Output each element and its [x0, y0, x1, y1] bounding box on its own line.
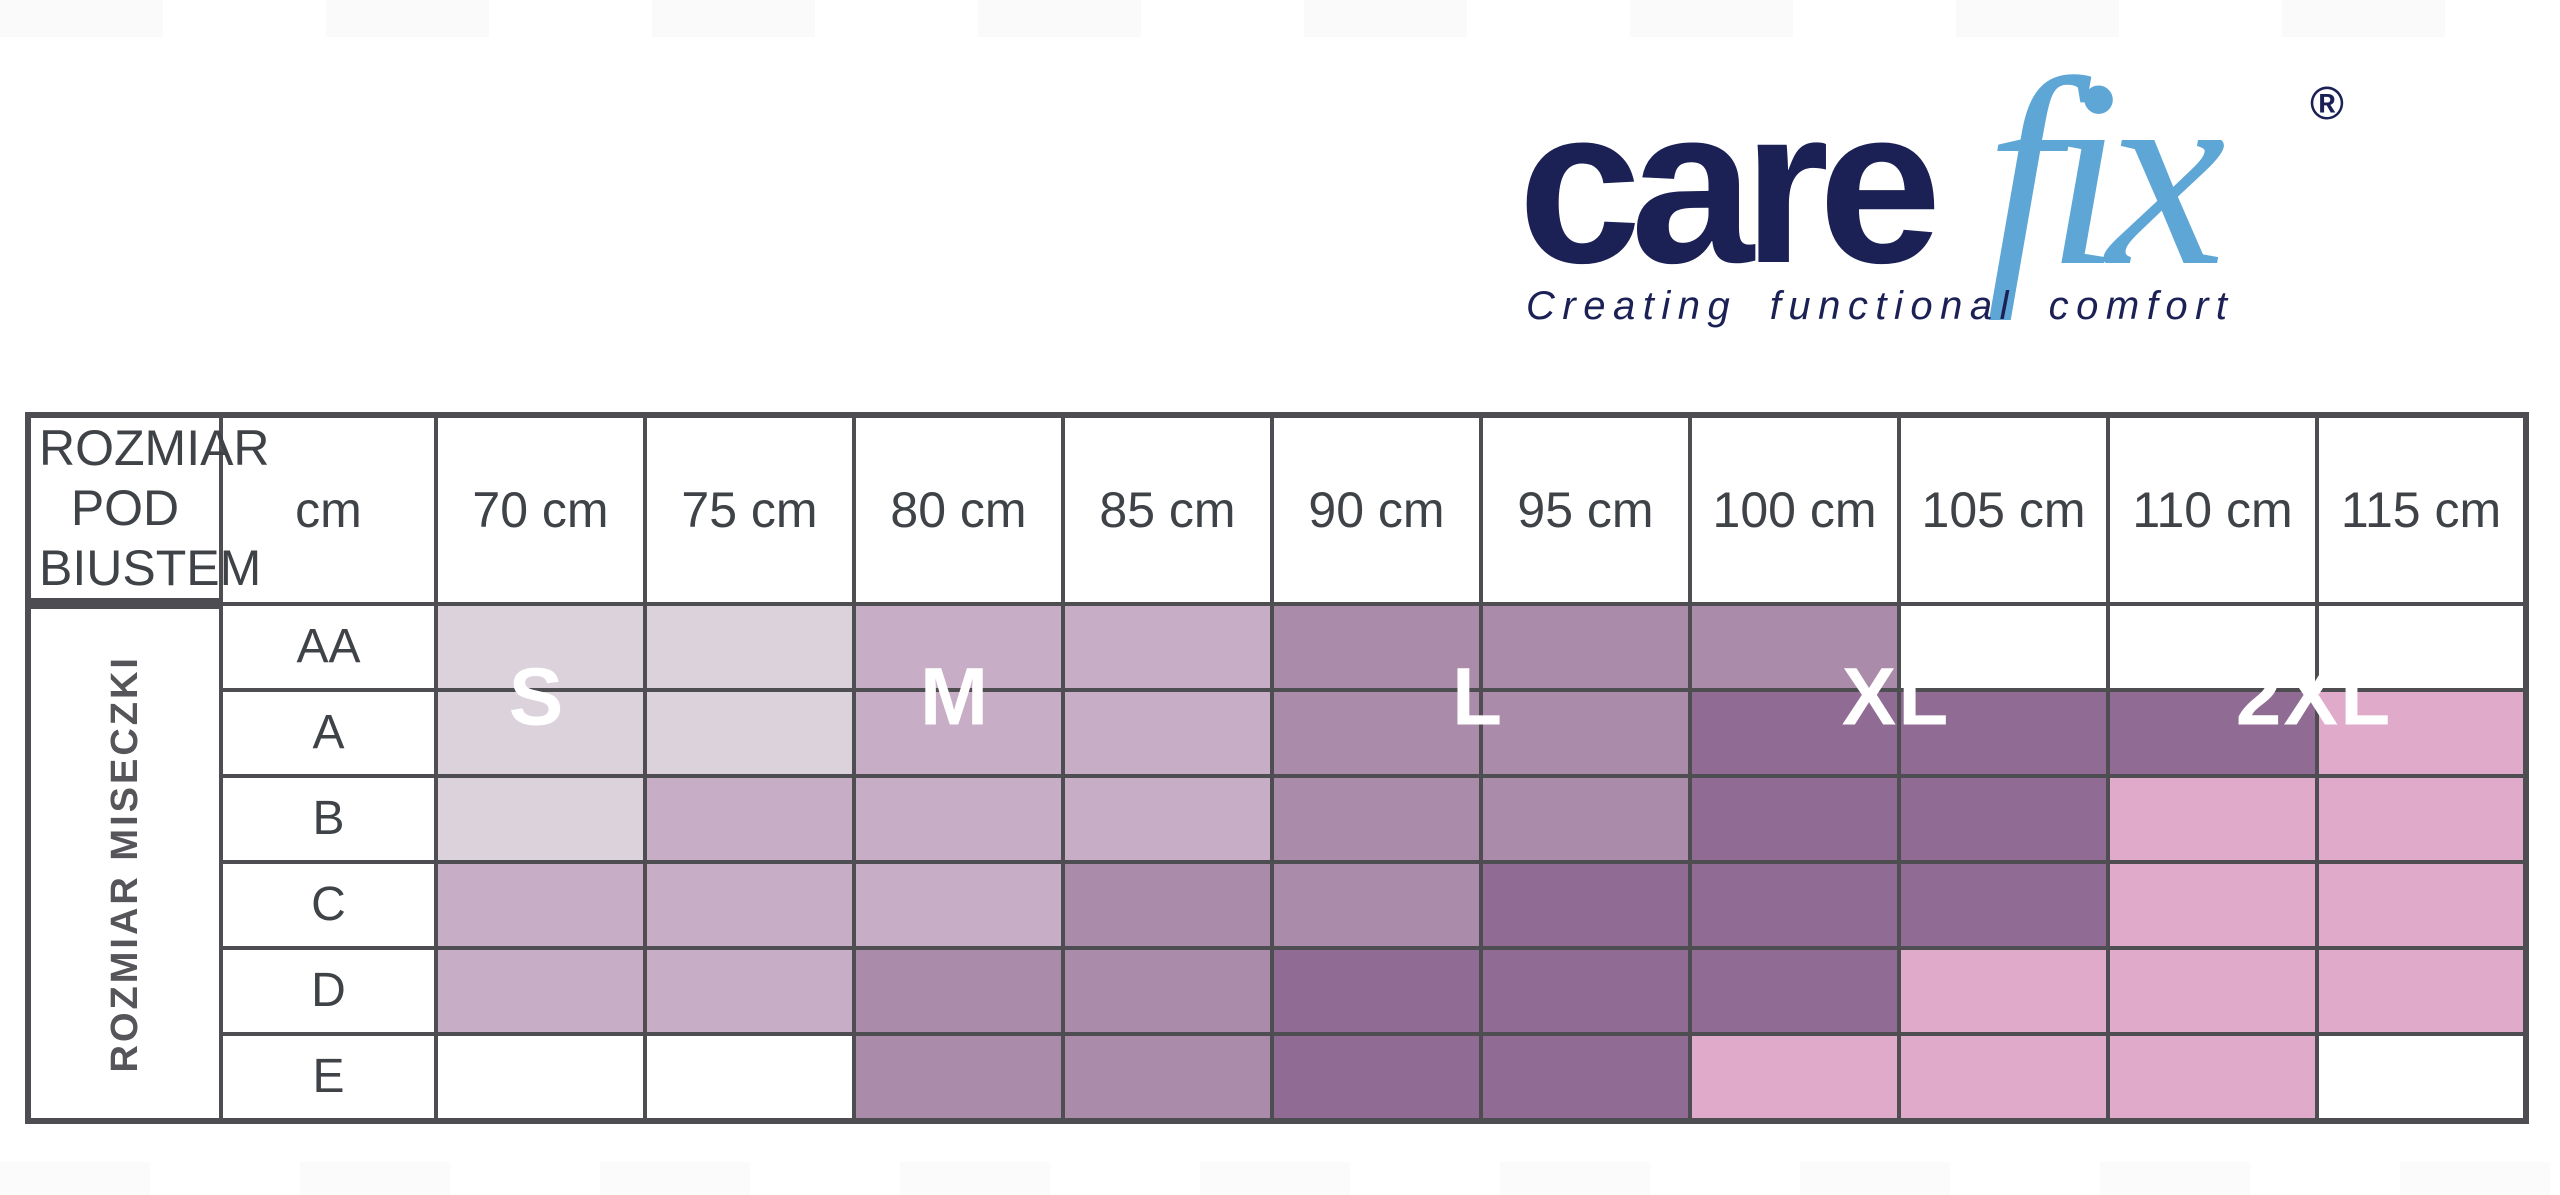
- cell-A-90cm: [1270, 687, 1483, 778]
- cell-A-100cm: [1688, 687, 1901, 778]
- column-header-75-cm: 75 cm: [643, 413, 856, 606]
- cell-D-110cm: [2106, 945, 2319, 1036]
- row-axis-cell: ROZMIAR MISECZKI: [26, 601, 223, 1123]
- cell-C-85cm: [1061, 859, 1274, 950]
- cell-D-90cm: [1270, 945, 1483, 1036]
- cell-E-85cm: [1061, 1031, 1274, 1123]
- cell-E-90cm: [1270, 1031, 1483, 1123]
- table-body: ROZMIAR MISECZKI AA A B C D E: [26, 601, 2528, 1123]
- row-C: C: [28, 859, 2528, 950]
- cup-label-C: C: [219, 859, 438, 950]
- cell-B-70cm: [434, 773, 647, 864]
- cell-D-70cm: [434, 945, 647, 1036]
- cell-C-80cm: [852, 859, 1065, 950]
- cell-E-95cm: [1479, 1031, 1692, 1123]
- cell-AA-105cm: [1897, 601, 2110, 692]
- cell-B-75cm: [643, 773, 856, 864]
- cell-C-90cm: [1270, 859, 1483, 950]
- cell-B-105cm: [1897, 773, 2110, 864]
- cell-C-115cm: [2315, 859, 2528, 950]
- transparency-checker-top: [0, 0, 2560, 37]
- brand-tagline: Creating functional comfort: [1526, 284, 2235, 328]
- size-chart-table: ROZMIAR POD BIUSTEM cm 70 cm 75 cm 80 cm 85…: [25, 412, 2529, 1124]
- cell-AA-100cm: [1688, 601, 1901, 692]
- column-header-70-cm: 70 cm: [434, 413, 647, 606]
- column-header-105-cm: 105 cm: [1897, 413, 2110, 606]
- cup-label-B: B: [219, 773, 438, 864]
- cell-C-100cm: [1688, 859, 1901, 950]
- cell-C-105cm: [1897, 859, 2110, 950]
- header-row: ROZMIAR POD BIUSTEM cm 70 cm 75 cm 80 cm 85…: [26, 413, 2528, 609]
- row-D: D: [28, 945, 2528, 1036]
- cell-A-80cm: [852, 687, 1065, 778]
- transparency-checker-bottom: [0, 1162, 2560, 1195]
- cell-AA-90cm: [1270, 601, 1483, 692]
- cell-E-70cm: [434, 1031, 647, 1123]
- cell-B-80cm: [852, 773, 1065, 864]
- cell-D-80cm: [852, 945, 1065, 1036]
- cell-E-75cm: [643, 1031, 856, 1123]
- row-AA: ROZMIAR MISECZKI AA: [26, 601, 2528, 1123]
- row-B: B: [28, 773, 2528, 864]
- cell-AA-80cm: [852, 601, 1065, 692]
- cell-E-100cm: [1688, 1031, 1901, 1123]
- cell-B-100cm: [1688, 773, 1901, 864]
- cell-AA-115cm: [2315, 601, 2528, 692]
- cell-AA-75cm: [643, 601, 856, 692]
- registered-trademark-icon: ®: [2310, 77, 2344, 129]
- cell-A-105cm: [1897, 687, 2110, 778]
- brand-wordmark-fix: fix: [1986, 24, 2226, 321]
- cell-A-85cm: [1061, 687, 1274, 778]
- unit-header: cm: [219, 413, 438, 606]
- cup-label-AA: AA: [219, 601, 438, 692]
- column-header-115-cm: 115 cm: [2315, 413, 2528, 606]
- cell-D-115cm: [2315, 945, 2528, 1036]
- cell-A-110cm: [2106, 687, 2319, 778]
- cell-AA-85cm: [1061, 601, 1274, 692]
- cell-A-70cm: [434, 687, 647, 778]
- row-axis-label: ROZMIAR MISECZKI: [103, 654, 146, 1072]
- column-header-95-cm: 95 cm: [1479, 413, 1692, 606]
- cell-AA-110cm: [2106, 601, 2319, 692]
- cell-C-75cm: [643, 859, 856, 950]
- cell-B-85cm: [1061, 773, 1274, 864]
- cell-B-90cm: [1270, 773, 1483, 864]
- cell-E-105cm: [1897, 1031, 2110, 1123]
- cup-label-E: E: [219, 1031, 438, 1123]
- cell-AA-95cm: [1479, 601, 1692, 692]
- brand-wordmark-care: care: [1518, 62, 1942, 310]
- cell-B-95cm: [1479, 773, 1692, 864]
- cell-E-80cm: [852, 1031, 1065, 1123]
- row-A: A: [28, 687, 2528, 778]
- cell-B-115cm: [2315, 773, 2528, 864]
- cup-label-D: D: [219, 945, 438, 1036]
- cell-A-75cm: [643, 687, 856, 778]
- cell-D-85cm: [1061, 945, 1274, 1036]
- cell-D-75cm: [643, 945, 856, 1036]
- column-header-100-cm: 100 cm: [1688, 413, 1901, 606]
- cell-A-115cm: [2315, 687, 2528, 778]
- cup-label-A: A: [219, 687, 438, 778]
- corner-header: ROZMIAR POD BIUSTEM: [26, 413, 270, 609]
- cell-E-115cm: [2315, 1031, 2528, 1123]
- column-header-85-cm: 85 cm: [1061, 413, 1274, 606]
- column-header-90-cm: 90 cm: [1270, 413, 1483, 606]
- cell-A-95cm: [1479, 687, 1692, 778]
- row-E: E: [28, 1031, 2528, 1123]
- cell-C-70cm: [434, 859, 647, 950]
- size-chart: ROZMIAR POD BIUSTEM cm 70 cm 75 cm 80 cm 85…: [25, 412, 2529, 1124]
- cell-C-95cm: [1479, 859, 1692, 950]
- cell-D-105cm: [1897, 945, 2110, 1036]
- cell-C-110cm: [2106, 859, 2319, 950]
- cell-D-100cm: [1688, 945, 1901, 1036]
- cell-B-110cm: [2106, 773, 2319, 864]
- cell-D-95cm: [1479, 945, 1692, 1036]
- column-header-80-cm: 80 cm: [852, 413, 1065, 606]
- column-header-110-cm: 110 cm: [2106, 413, 2319, 606]
- cell-E-110cm: [2106, 1031, 2319, 1123]
- cell-AA-70cm: [434, 601, 647, 692]
